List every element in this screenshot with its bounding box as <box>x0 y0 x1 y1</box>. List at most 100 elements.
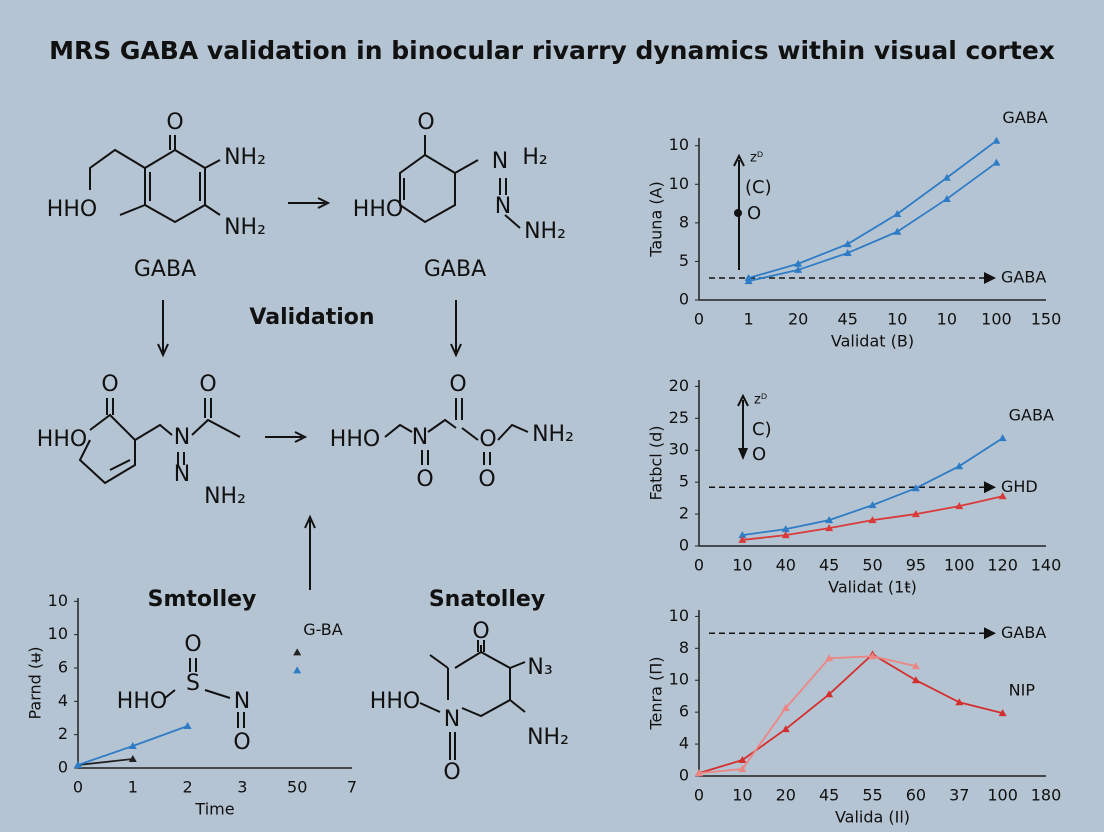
data-point <box>744 277 753 285</box>
y-tick-label: 10 <box>669 606 689 625</box>
data-point <box>293 666 302 674</box>
data-point <box>843 248 852 256</box>
annotation: O <box>752 444 766 465</box>
x-tick-label: 150 <box>1031 310 1062 329</box>
y-tick-label: 8 <box>679 212 689 231</box>
data-point <box>738 756 747 764</box>
reference-arrow <box>984 272 996 285</box>
y-tick-label: 10 <box>48 591 68 610</box>
y-tick-label: 10 <box>669 670 689 689</box>
data-point <box>74 761 82 768</box>
x-axis-label: Validat (B) <box>831 332 914 351</box>
atom: NH₂ <box>224 215 266 240</box>
x-tick-label: 60 <box>906 786 926 805</box>
x-tick-label: 50 <box>862 556 882 575</box>
series-line <box>78 652 297 765</box>
data-point <box>955 462 964 470</box>
y-tick-label: 6 <box>58 658 68 677</box>
ring <box>89 135 221 224</box>
reference-arrow <box>984 481 996 494</box>
atom: NH₂ <box>204 484 246 509</box>
series-label: GABA <box>1009 406 1054 425</box>
data-point <box>992 136 1001 144</box>
series-line <box>748 161 997 282</box>
x-tick-label: 3 <box>237 778 247 797</box>
reference-label: GABA <box>1001 623 1046 642</box>
atom: O <box>479 427 496 452</box>
series-label: GABA <box>1002 108 1047 127</box>
arrow <box>157 300 462 358</box>
data-point <box>738 535 747 543</box>
x-tick-label: 100 <box>981 310 1012 329</box>
label: Validation <box>249 305 374 330</box>
atom: N <box>234 689 250 714</box>
series-line <box>748 139 997 279</box>
atom: O <box>101 372 118 397</box>
data-point <box>695 769 703 777</box>
atom: O <box>443 760 460 785</box>
y-tick-label: 4 <box>58 691 68 710</box>
atom: O <box>472 619 489 644</box>
x-tick-label: 0 <box>694 786 704 805</box>
y-axis-label: Tenra (Π) <box>647 656 666 730</box>
data-point <box>998 434 1007 442</box>
chain <box>384 398 529 465</box>
atom: H₂ <box>522 145 547 170</box>
x-tick-label: 40 <box>776 556 796 575</box>
y-axis-label: Parnd (ʉ) <box>26 646 45 719</box>
annotation-arrowhead <box>738 448 748 460</box>
atom: S <box>186 671 200 696</box>
atom: N₃ <box>527 655 552 680</box>
y-tick-label: 10 <box>48 624 68 643</box>
data-point <box>781 531 790 539</box>
data-point <box>183 722 192 729</box>
data-point <box>911 510 920 518</box>
molecule-name: GABA <box>424 257 486 282</box>
data-point <box>781 704 790 712</box>
atom: NH₂ <box>524 219 566 244</box>
x-tick-label: 20 <box>788 310 808 329</box>
atom: NH₂ <box>224 145 266 170</box>
x-tick-label: 10 <box>732 556 752 575</box>
data-point <box>293 648 302 656</box>
atom: O <box>449 372 466 397</box>
atom: HHO <box>37 427 87 452</box>
ring <box>419 640 526 760</box>
x-tick-label: 2 <box>183 778 193 797</box>
caption: Snatolley <box>429 587 545 612</box>
reference-label: GABA <box>1001 268 1046 287</box>
caption: Smtolley <box>148 587 257 612</box>
y-tick-label: 5 <box>679 251 689 270</box>
y-tick-label: 0 <box>679 766 689 785</box>
data-point <box>738 531 747 539</box>
atom: NH₂ <box>527 725 569 750</box>
reference-arrow <box>984 627 996 640</box>
atom: N <box>174 462 190 487</box>
x-axis-label: Time <box>194 800 234 819</box>
data-point <box>825 690 834 698</box>
data-point <box>868 501 877 509</box>
series-label: NIP <box>1009 681 1036 700</box>
y-tick-label: 10 <box>669 174 689 193</box>
data-point <box>955 698 964 706</box>
atom: NH₂ <box>532 422 574 447</box>
atom: N <box>174 425 190 450</box>
atom: HHO <box>117 689 167 714</box>
atom: HHO <box>370 689 420 714</box>
y-axis-label: Tauna (A) <box>647 181 666 258</box>
atom: HHO <box>330 427 380 452</box>
x-tick-label: 50 <box>287 778 307 797</box>
data-point <box>781 725 790 733</box>
x-tick-label: 0 <box>694 310 704 329</box>
data-point <box>942 194 951 202</box>
x-tick-label: 100 <box>987 786 1018 805</box>
data-point <box>738 764 747 772</box>
atom: N <box>495 194 511 219</box>
data-point <box>794 265 803 273</box>
x-axis-label: Valida (Il) <box>835 808 910 827</box>
data-point <box>893 227 902 235</box>
data-point <box>825 654 834 662</box>
y-tick-label: 10 <box>669 135 689 154</box>
x-tick-label: 10 <box>732 786 752 805</box>
